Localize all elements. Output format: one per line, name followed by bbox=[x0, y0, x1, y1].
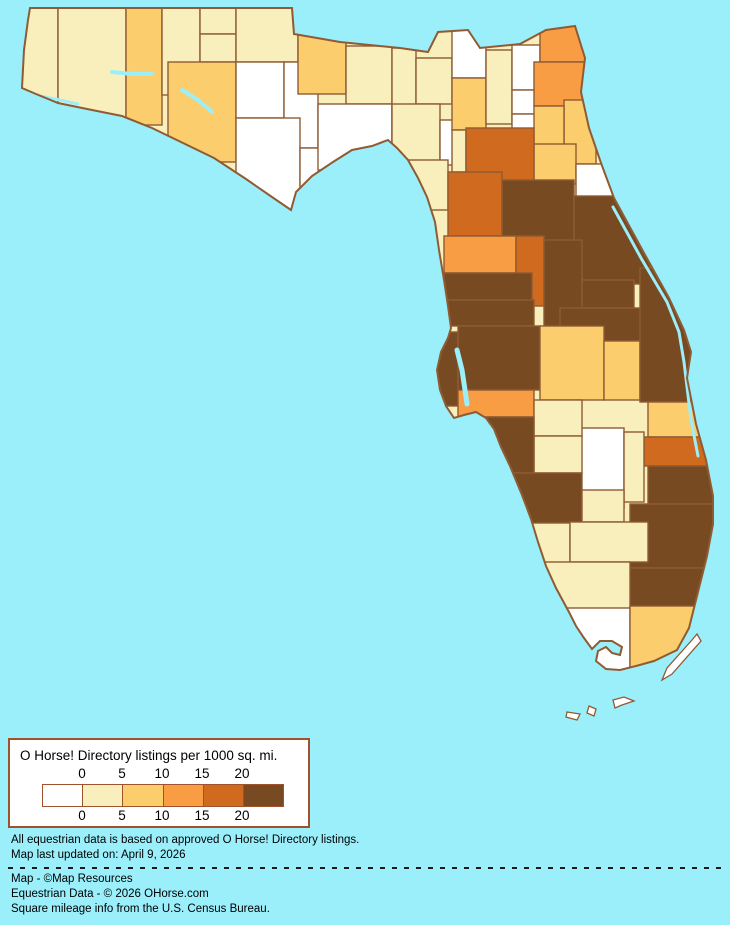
dashed-separator bbox=[8, 867, 728, 869]
footer-map-credit: Map - ©Map Resources bbox=[11, 873, 133, 885]
county-gilchrist bbox=[451, 129, 467, 173]
legend-swatch-4 bbox=[202, 785, 243, 806]
footer-data-credit: Equestrian Data - © 2026 OHorse.com bbox=[11, 888, 209, 900]
county-desoto bbox=[533, 435, 583, 474]
county-madison bbox=[415, 57, 453, 105]
county-polk bbox=[539, 325, 605, 401]
legend-tick: 10 bbox=[154, 766, 170, 781]
county-columbia bbox=[485, 49, 513, 125]
county-levy bbox=[447, 171, 503, 237]
legend-swatch-5 bbox=[242, 785, 284, 806]
county-calhoun bbox=[235, 61, 285, 119]
legend-box: O Horse! Directory listings per 1000 sq.… bbox=[8, 738, 310, 828]
coastal-lagoon bbox=[180, 88, 214, 114]
legend-tick: 0 bbox=[78, 808, 86, 823]
coastal-lagoon bbox=[611, 205, 700, 458]
legend-tick: 5 bbox=[118, 808, 126, 823]
county-okeechobee bbox=[623, 431, 645, 503]
legend-tick: 15 bbox=[194, 766, 210, 781]
footer-last-updated: Map last updated on: April 9, 2026 bbox=[11, 849, 186, 861]
legend-tick: 10 bbox=[154, 808, 170, 823]
coastal-lagoon bbox=[110, 70, 154, 76]
florida-county-choropleth-map bbox=[20, 7, 714, 721]
county-jackson bbox=[235, 8, 299, 63]
county-suwannee bbox=[451, 77, 487, 131]
county-hernando bbox=[443, 272, 533, 301]
footer-census-credit: Square mileage info from the U.S. Census… bbox=[11, 903, 270, 915]
county-pasco bbox=[443, 299, 535, 327]
county-martin bbox=[647, 465, 713, 505]
county-osceola bbox=[603, 340, 641, 401]
legend-swatch-3 bbox=[162, 785, 203, 806]
footer-data-disclaimer: All equestrian data is based on approved… bbox=[11, 834, 360, 846]
florida-keys-island bbox=[660, 632, 702, 682]
legend-tick: 20 bbox=[234, 808, 250, 823]
legend-tick: 15 bbox=[194, 808, 210, 823]
county-citrus bbox=[443, 235, 517, 274]
legend-title: O Horse! Directory listings per 1000 sq.… bbox=[20, 748, 278, 763]
florida-keys-island bbox=[586, 705, 597, 717]
legend-swatch-2 bbox=[122, 785, 163, 806]
coastal-lagoon bbox=[454, 347, 470, 407]
legend-tick: 5 bbox=[118, 766, 126, 781]
county-holmes bbox=[199, 8, 237, 35]
county-okaloosa bbox=[125, 8, 163, 126]
county-hardee bbox=[533, 399, 583, 437]
county-washington bbox=[199, 33, 237, 63]
florida-keys-island bbox=[612, 696, 636, 709]
county-seminole bbox=[581, 279, 635, 309]
legend-tick: 20 bbox=[234, 766, 250, 781]
county-glades bbox=[581, 489, 625, 523]
state-coastline bbox=[20, 7, 714, 672]
county-duval bbox=[533, 61, 591, 107]
county-leon bbox=[345, 45, 393, 105]
legend-ticks-top: 0 5 10 15 20 bbox=[42, 766, 282, 781]
legend-swatch-0 bbox=[43, 785, 83, 806]
florida-keys-island bbox=[565, 711, 581, 721]
legend-ticks-bottom: 0 5 10 15 20 bbox=[42, 808, 282, 823]
county-hendry bbox=[569, 521, 649, 563]
legend-tick: 0 bbox=[78, 766, 86, 781]
county-putnam bbox=[533, 143, 577, 185]
county-hillsborough bbox=[457, 325, 541, 391]
legend-color-ramp bbox=[42, 784, 284, 807]
legend-swatch-1 bbox=[82, 785, 123, 806]
